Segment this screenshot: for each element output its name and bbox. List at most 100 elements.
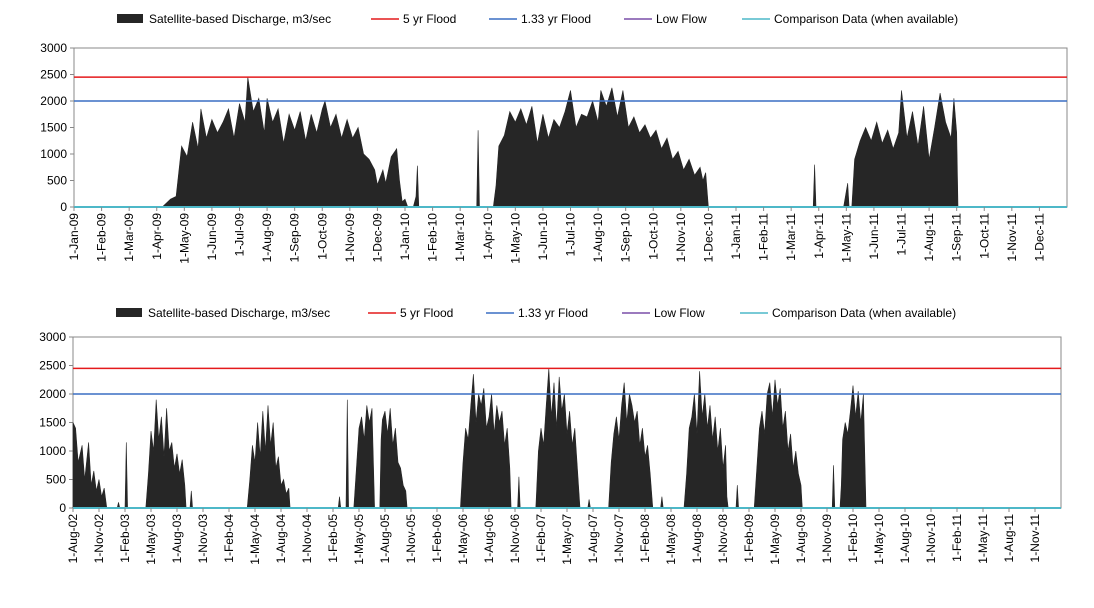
top-x-tick-label: 1-Jul-09 (233, 213, 247, 257)
chart-top: Satellite-based Discharge, m3/sec 5 yr Fl… (0, 0, 1094, 296)
bottom-y-tick-label: 1500 (39, 416, 66, 430)
bottom-x-tick-label: 1-May-04 (248, 514, 262, 565)
top-legend: Satellite-based Discharge, m3/sec 5 yr Fl… (117, 12, 958, 26)
bottom-x-tick-label: 1-Aug-05 (378, 514, 392, 564)
top-x-tick-label: 1-Apr-09 (150, 213, 164, 260)
top-x-tick-label: 1-Mar-11 (784, 213, 798, 261)
bottom-x-tick-label: 1-May-05 (352, 514, 366, 565)
bottom-x-tick-label: 1-May-11 (976, 514, 990, 564)
chart-top-svg: Satellite-based Discharge, m3/sec 5 yr Fl… (40, 12, 1068, 264)
top-x-tick-label: 1-Oct-09 (315, 213, 329, 260)
bottom-x-tick-label: 1-Aug-03 (170, 514, 184, 564)
bottom-y-tick-label: 3000 (39, 330, 66, 344)
chart-bottom: Satellite-based Discharge, m3/sec 5 yr Fl… (0, 300, 1094, 608)
top-x-tick-label: 1-Sep-11 (950, 213, 964, 262)
top-x-tick-label: 1-Jan-09 (67, 213, 81, 261)
top-x-tick-label: 1-Oct-11 (977, 213, 991, 259)
bottom-y-tick-label: 2500 (39, 359, 66, 373)
bottom-x-tick-label: 1-Nov-09 (820, 514, 834, 564)
bottom-x-tick-label: 1-Feb-03 (118, 514, 132, 563)
bottom-x-axis: 1-Aug-02 1-Nov-02 1-Feb-03 1-May-03 1-Aug-03… (66, 508, 1042, 565)
bottom-y-tick-label: 1000 (39, 444, 66, 458)
top-y-tick-label: 3000 (40, 41, 67, 55)
top-x-tick-label: 1-Aug-11 (922, 213, 936, 262)
top-legend-item-flood133: 1.33 yr Flood (489, 12, 591, 26)
top-discharge-area (161, 77, 959, 208)
bottom-x-tick-label: 1-Aug-04 (274, 514, 288, 564)
bottom-legend-item-discharge: Satellite-based Discharge, m3/sec (116, 306, 330, 320)
top-legend-item-discharge: Satellite-based Discharge, m3/sec (117, 12, 331, 26)
bottom-x-tick-label: 1-Nov-06 (508, 514, 522, 564)
top-x-tick-label: 1-Sep-09 (288, 213, 302, 263)
top-x-tick-label: 1-Jun-11 (867, 213, 881, 260)
top-legend-label-flood133: 1.33 yr Flood (521, 12, 591, 26)
top-legend-label-discharge: Satellite-based Discharge, m3/sec (149, 12, 331, 26)
top-x-tick-label: 1-Nov-09 (343, 213, 357, 263)
top-legend-item-flood5: 5 yr Flood (371, 12, 456, 26)
bottom-x-tick-label: 1-May-06 (456, 514, 470, 565)
top-y-axis: 0 500 1000 1500 2000 2500 3000 (40, 41, 74, 214)
top-x-tick-label: 1-Jun-10 (536, 213, 550, 261)
bottom-discharge-area (72, 368, 867, 509)
bottom-y-tick-label: 500 (46, 473, 66, 487)
bottom-x-tick-label: 1-Aug-11 (1002, 514, 1016, 563)
top-y-tick-label: 0 (60, 200, 67, 214)
bottom-legend: Satellite-based Discharge, m3/sec 5 yr Fl… (116, 306, 956, 320)
bottom-x-tick-label: 1-Nov-05 (404, 514, 418, 564)
bottom-x-tick-label: 1-May-09 (768, 514, 782, 565)
top-y-tick-label: 2000 (40, 94, 67, 108)
bottom-x-tick-label: 1-Nov-07 (612, 514, 626, 564)
top-x-tick-label: 1-Jan-11 (729, 213, 743, 260)
top-legend-label-comparison: Comparison Data (when available) (774, 12, 958, 26)
bottom-legend-item-lowflow: Low Flow (622, 306, 705, 320)
top-x-tick-label: 1-Mar-09 (122, 213, 136, 262)
bottom-x-tick-label: 1-Aug-09 (794, 514, 808, 564)
top-x-tick-label: 1-May-10 (508, 213, 522, 264)
bottom-legend-label-flood133: 1.33 yr Flood (518, 306, 588, 320)
top-legend-label-flood5: 5 yr Flood (403, 12, 456, 26)
top-x-tick-label: 1-May-11 (839, 213, 853, 263)
top-legend-label-lowflow: Low Flow (656, 12, 707, 26)
top-y-tick-label: 1000 (40, 147, 67, 161)
top-x-tick-label: 1-Jan-10 (398, 213, 412, 261)
bottom-x-tick-label: 1-Nov-11 (1028, 514, 1042, 563)
top-x-tick-label: 1-Feb-11 (757, 213, 771, 261)
bottom-x-tick-label: 1-Nov-02 (92, 514, 106, 564)
bottom-x-tick-label: 1-Feb-09 (742, 514, 756, 563)
bottom-y-tick-label: 2000 (39, 387, 66, 401)
bottom-x-tick-label: 1-Nov-03 (196, 514, 210, 564)
bottom-x-tick-label: 1-Feb-10 (846, 514, 860, 563)
bottom-x-tick-label: 1-May-10 (872, 514, 886, 565)
top-x-tick-label: 1-Feb-09 (95, 213, 109, 262)
bottom-x-tick-label: 1-Aug-08 (690, 514, 704, 564)
bottom-x-tick-label: 1-Nov-10 (924, 514, 938, 564)
bottom-legend-label-flood5: 5 yr Flood (400, 306, 453, 320)
bottom-legend-item-comparison: Comparison Data (when available) (740, 306, 956, 320)
bottom-x-tick-label: 1-Feb-04 (222, 514, 236, 563)
bottom-y-axis: 0 500 1000 1500 2000 2500 3000 (39, 330, 73, 515)
top-x-tick-label: 1-Aug-10 (591, 213, 605, 263)
bottom-legend-label-lowflow: Low Flow (654, 306, 705, 320)
bottom-x-tick-label: 1-May-07 (560, 514, 574, 565)
bottom-x-tick-label: 1-Nov-08 (716, 514, 730, 564)
top-y-tick-label: 2500 (40, 68, 67, 82)
bottom-legend-item-flood133: 1.33 yr Flood (486, 306, 588, 320)
top-x-tick-label: 1-Feb-10 (426, 213, 440, 262)
top-y-tick-label: 500 (47, 174, 67, 188)
bottom-x-tick-label: 1-May-03 (144, 514, 158, 565)
top-y-tick-label: 1500 (40, 121, 67, 135)
top-x-tick-label: 1-Jul-11 (895, 213, 909, 256)
top-x-axis: 1-Jan-09 1-Feb-09 1-Mar-09 1-Apr-09 1-May-09… (67, 207, 1046, 264)
top-x-tick-label: 1-Nov-11 (1005, 213, 1019, 262)
bottom-x-tick-label: 1-Feb-05 (326, 514, 340, 563)
top-x-tick-label: 1-Dec-11 (1032, 213, 1046, 262)
chart-bottom-svg: Satellite-based Discharge, m3/sec 5 yr Fl… (39, 306, 1062, 565)
top-legend-item-lowflow: Low Flow (624, 12, 707, 26)
top-x-tick-label: 1-Jul-10 (564, 213, 578, 257)
bottom-legend-label-discharge: Satellite-based Discharge, m3/sec (148, 306, 330, 320)
bottom-x-tick-label: 1-Feb-11 (950, 514, 964, 562)
top-legend-item-comparison: Comparison Data (when available) (742, 12, 958, 26)
bottom-x-tick-label: 1-May-08 (664, 514, 678, 565)
top-x-tick-label: 1-Sep-10 (619, 213, 633, 263)
bottom-y-tick-label: 0 (59, 501, 66, 515)
